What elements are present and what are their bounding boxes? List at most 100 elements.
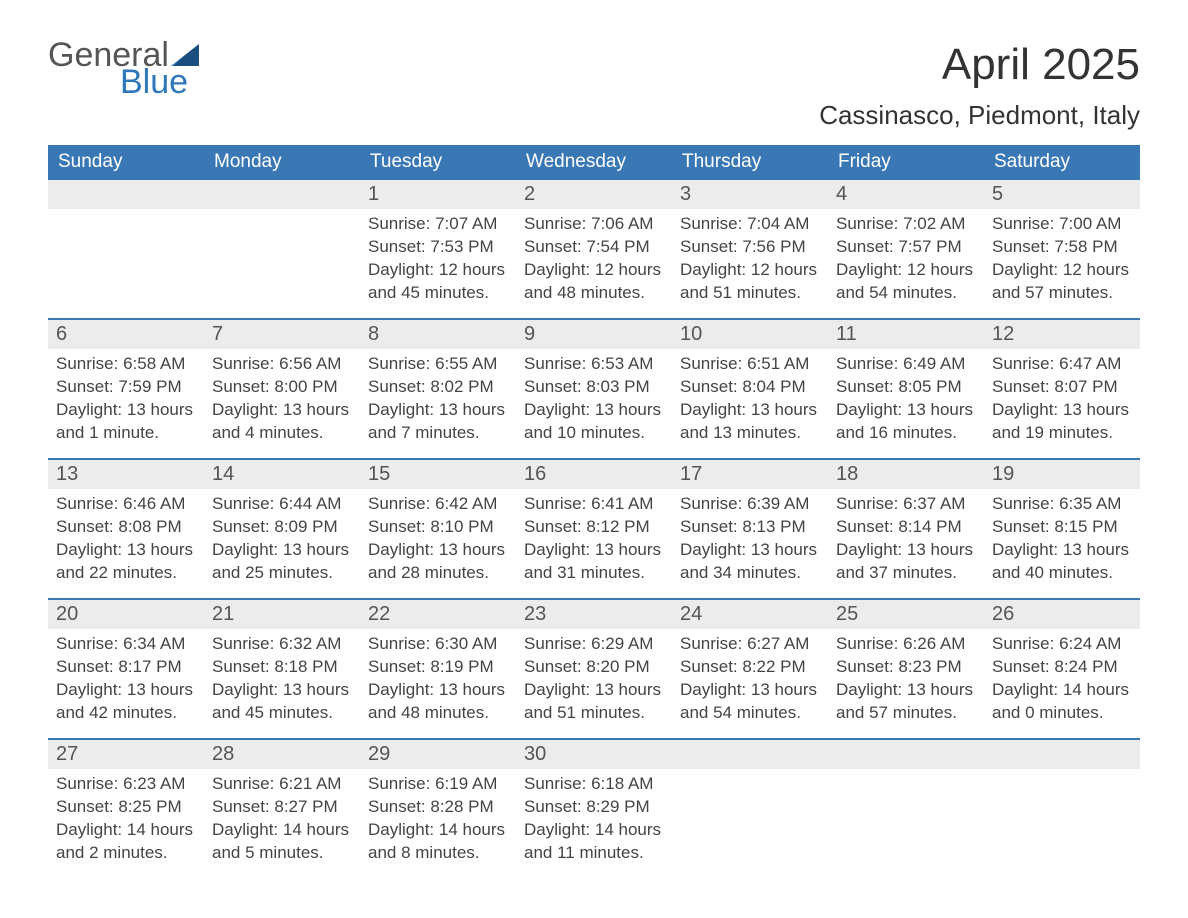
cell-body: Sunrise: 6:58 AMSunset: 7:59 PMDaylight:…: [48, 349, 204, 445]
cell-body: Sunrise: 6:39 AMSunset: 8:13 PMDaylight:…: [672, 489, 828, 585]
sunrise-text: Sunrise: 6:42 AM: [368, 493, 508, 516]
cell-body: Sunrise: 6:35 AMSunset: 8:15 PMDaylight:…: [984, 489, 1140, 585]
calendar-cell: [828, 740, 984, 872]
cell-body: [828, 769, 984, 773]
sunrise-text: Sunrise: 6:58 AM: [56, 353, 196, 376]
daylight-text: Daylight: 14 hours and 5 minutes.: [212, 819, 352, 865]
sunset-text: Sunset: 8:20 PM: [524, 656, 664, 679]
calendar-cell: 28Sunrise: 6:21 AMSunset: 8:27 PMDayligh…: [204, 740, 360, 872]
day-header: Monday: [204, 145, 360, 180]
calendar-cell: 25Sunrise: 6:26 AMSunset: 8:23 PMDayligh…: [828, 600, 984, 732]
sunset-text: Sunset: 8:29 PM: [524, 796, 664, 819]
daylight-text: Daylight: 13 hours and 45 minutes.: [212, 679, 352, 725]
sunrise-text: Sunrise: 6:21 AM: [212, 773, 352, 796]
cell-body: Sunrise: 7:07 AMSunset: 7:53 PMDaylight:…: [360, 209, 516, 305]
calendar-cell: 29Sunrise: 6:19 AMSunset: 8:28 PMDayligh…: [360, 740, 516, 872]
cell-body: Sunrise: 6:30 AMSunset: 8:19 PMDaylight:…: [360, 629, 516, 725]
day-number: [828, 740, 984, 769]
cell-body: Sunrise: 6:21 AMSunset: 8:27 PMDaylight:…: [204, 769, 360, 865]
daylight-text: Daylight: 13 hours and 16 minutes.: [836, 399, 976, 445]
sunrise-text: Sunrise: 6:26 AM: [836, 633, 976, 656]
calendar-cell: 4Sunrise: 7:02 AMSunset: 7:57 PMDaylight…: [828, 180, 984, 312]
cell-body: Sunrise: 6:47 AMSunset: 8:07 PMDaylight:…: [984, 349, 1140, 445]
daylight-text: Daylight: 13 hours and 31 minutes.: [524, 539, 664, 585]
sunset-text: Sunset: 8:07 PM: [992, 376, 1132, 399]
calendar-week: 20Sunrise: 6:34 AMSunset: 8:17 PMDayligh…: [48, 598, 1140, 732]
calendar-cell: 17Sunrise: 6:39 AMSunset: 8:13 PMDayligh…: [672, 460, 828, 592]
daylight-text: Daylight: 13 hours and 42 minutes.: [56, 679, 196, 725]
calendar-week: 1Sunrise: 7:07 AMSunset: 7:53 PMDaylight…: [48, 180, 1140, 312]
cell-body: Sunrise: 7:00 AMSunset: 7:58 PMDaylight:…: [984, 209, 1140, 305]
sunset-text: Sunset: 8:10 PM: [368, 516, 508, 539]
day-number: 21: [204, 600, 360, 629]
cell-body: [672, 769, 828, 773]
day-number: [672, 740, 828, 769]
calendar-cell: 23Sunrise: 6:29 AMSunset: 8:20 PMDayligh…: [516, 600, 672, 732]
daylight-text: Daylight: 14 hours and 11 minutes.: [524, 819, 664, 865]
daylight-text: Daylight: 13 hours and 13 minutes.: [680, 399, 820, 445]
sunset-text: Sunset: 8:17 PM: [56, 656, 196, 679]
sunset-text: Sunset: 7:54 PM: [524, 236, 664, 259]
daylight-text: Daylight: 13 hours and 10 minutes.: [524, 399, 664, 445]
calendar-cell: 20Sunrise: 6:34 AMSunset: 8:17 PMDayligh…: [48, 600, 204, 732]
calendar-cell: [204, 180, 360, 312]
cell-body: Sunrise: 6:37 AMSunset: 8:14 PMDaylight:…: [828, 489, 984, 585]
day-number: 29: [360, 740, 516, 769]
calendar-cell: 9Sunrise: 6:53 AMSunset: 8:03 PMDaylight…: [516, 320, 672, 452]
day-number: 25: [828, 600, 984, 629]
sunset-text: Sunset: 8:00 PM: [212, 376, 352, 399]
calendar-cell: 16Sunrise: 6:41 AMSunset: 8:12 PMDayligh…: [516, 460, 672, 592]
sunrise-text: Sunrise: 6:44 AM: [212, 493, 352, 516]
calendar-cell: 3Sunrise: 7:04 AMSunset: 7:56 PMDaylight…: [672, 180, 828, 312]
daylight-text: Daylight: 13 hours and 48 minutes.: [368, 679, 508, 725]
page-title: April 2025: [819, 40, 1140, 90]
day-number: [48, 180, 204, 209]
calendar-week: 27Sunrise: 6:23 AMSunset: 8:25 PMDayligh…: [48, 738, 1140, 872]
calendar-cell: 27Sunrise: 6:23 AMSunset: 8:25 PMDayligh…: [48, 740, 204, 872]
sunset-text: Sunset: 8:12 PM: [524, 516, 664, 539]
calendar-cell: 26Sunrise: 6:24 AMSunset: 8:24 PMDayligh…: [984, 600, 1140, 732]
calendar-cell: 7Sunrise: 6:56 AMSunset: 8:00 PMDaylight…: [204, 320, 360, 452]
sunset-text: Sunset: 8:19 PM: [368, 656, 508, 679]
day-number: 3: [672, 180, 828, 209]
cell-body: Sunrise: 7:04 AMSunset: 7:56 PMDaylight:…: [672, 209, 828, 305]
day-number: 9: [516, 320, 672, 349]
cell-body: [204, 209, 360, 213]
sunrise-text: Sunrise: 7:07 AM: [368, 213, 508, 236]
cell-body: [984, 769, 1140, 773]
day-number: 1: [360, 180, 516, 209]
cell-body: Sunrise: 6:51 AMSunset: 8:04 PMDaylight:…: [672, 349, 828, 445]
brand-text: General Blue: [48, 40, 199, 97]
day-number: 8: [360, 320, 516, 349]
sunset-text: Sunset: 7:56 PM: [680, 236, 820, 259]
day-number: 30: [516, 740, 672, 769]
calendar-cell: 5Sunrise: 7:00 AMSunset: 7:58 PMDaylight…: [984, 180, 1140, 312]
day-header-row: Sunday Monday Tuesday Wednesday Thursday…: [48, 145, 1140, 180]
calendar-cell: 6Sunrise: 6:58 AMSunset: 7:59 PMDaylight…: [48, 320, 204, 452]
brand-logo: General Blue: [48, 40, 199, 97]
sunrise-text: Sunrise: 7:02 AM: [836, 213, 976, 236]
sunset-text: Sunset: 8:08 PM: [56, 516, 196, 539]
sunrise-text: Sunrise: 6:27 AM: [680, 633, 820, 656]
sunset-text: Sunset: 8:28 PM: [368, 796, 508, 819]
location: Cassinasco, Piedmont, Italy: [819, 100, 1140, 131]
day-number: 2: [516, 180, 672, 209]
calendar-week: 6Sunrise: 6:58 AMSunset: 7:59 PMDaylight…: [48, 318, 1140, 452]
day-number: 22: [360, 600, 516, 629]
daylight-text: Daylight: 12 hours and 57 minutes.: [992, 259, 1132, 305]
calendar-cell: 11Sunrise: 6:49 AMSunset: 8:05 PMDayligh…: [828, 320, 984, 452]
day-number: 26: [984, 600, 1140, 629]
title-block: April 2025 Cassinasco, Piedmont, Italy: [819, 40, 1140, 131]
sunrise-text: Sunrise: 6:49 AM: [836, 353, 976, 376]
calendar-cell: [672, 740, 828, 872]
calendar-cell: 21Sunrise: 6:32 AMSunset: 8:18 PMDayligh…: [204, 600, 360, 732]
day-number: [204, 180, 360, 209]
sunset-text: Sunset: 8:24 PM: [992, 656, 1132, 679]
cell-body: Sunrise: 6:27 AMSunset: 8:22 PMDaylight:…: [672, 629, 828, 725]
sunrise-text: Sunrise: 6:37 AM: [836, 493, 976, 516]
daylight-text: Daylight: 14 hours and 0 minutes.: [992, 679, 1132, 725]
sunset-text: Sunset: 8:04 PM: [680, 376, 820, 399]
daylight-text: Daylight: 12 hours and 45 minutes.: [368, 259, 508, 305]
day-number: 12: [984, 320, 1140, 349]
sunrise-text: Sunrise: 7:06 AM: [524, 213, 664, 236]
